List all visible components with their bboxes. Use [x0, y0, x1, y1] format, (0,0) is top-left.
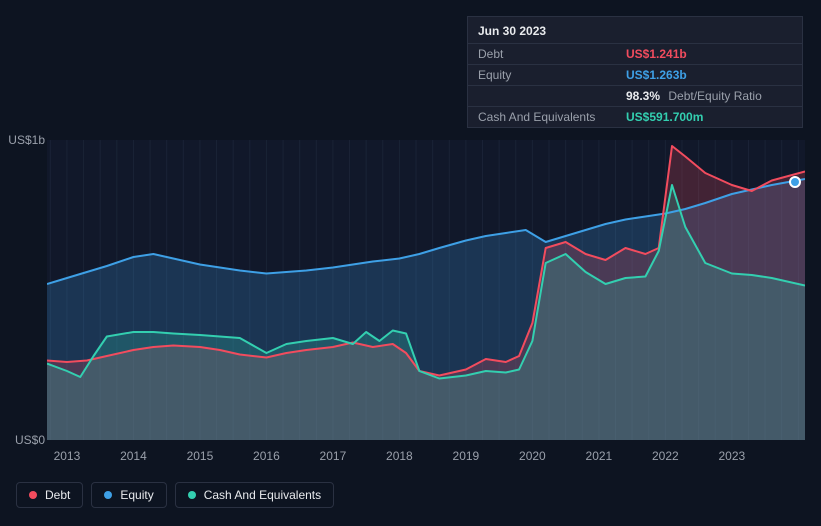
x-axis-label: 2020 [519, 449, 546, 463]
tooltip-row-label: Debt [478, 47, 626, 61]
legend-dot-cash [188, 491, 196, 499]
tooltip-date: Jun 30 2023 [468, 17, 802, 43]
legend-dot-debt [29, 491, 37, 499]
x-axis-label: 2023 [719, 449, 746, 463]
tooltip-row: EquityUS$1.263b [468, 64, 802, 85]
x-axis-label: 2018 [386, 449, 413, 463]
tooltip-row: DebtUS$1.241b [468, 43, 802, 64]
legend: Debt Equity Cash And Equivalents [16, 482, 334, 508]
y-axis-label-top: US$1b [8, 133, 45, 147]
tooltip-row-value: US$591.700m [626, 110, 703, 124]
x-axis-label: 2019 [453, 449, 480, 463]
chart-area: US$1b US$0 20132014201520162017201820192… [0, 125, 821, 485]
legend-item-debt[interactable]: Debt [16, 482, 83, 508]
tooltip-row: Cash And EquivalentsUS$591.700m [468, 106, 802, 127]
tooltip-row-value: 98.3% Debt/Equity Ratio [626, 89, 762, 103]
hover-marker [789, 176, 801, 188]
tooltip-row-suffix: Debt/Equity Ratio [665, 89, 762, 103]
x-axis-label: 2014 [120, 449, 147, 463]
legend-dot-equity [104, 491, 112, 499]
chart-tooltip: Jun 30 2023 DebtUS$1.241bEquityUS$1.263b… [467, 16, 803, 128]
tooltip-row-value: US$1.241b [626, 47, 687, 61]
y-axis-label-bottom: US$0 [15, 433, 45, 447]
tooltip-row-value: US$1.263b [626, 68, 687, 82]
x-axis-label: 2016 [253, 449, 280, 463]
x-axis-label: 2017 [320, 449, 347, 463]
tooltip-row: 98.3% Debt/Equity Ratio [468, 85, 802, 106]
legend-label: Cash And Equivalents [204, 488, 321, 502]
x-axis-label: 2022 [652, 449, 679, 463]
x-axis-label: 2021 [586, 449, 613, 463]
x-axis-label: 2015 [187, 449, 214, 463]
legend-label: Equity [120, 488, 153, 502]
tooltip-row-label [478, 89, 626, 103]
chart-plot[interactable] [47, 140, 805, 440]
legend-item-equity[interactable]: Equity [91, 482, 166, 508]
legend-item-cash[interactable]: Cash And Equivalents [175, 482, 334, 508]
legend-label: Debt [45, 488, 70, 502]
tooltip-row-label: Equity [478, 68, 626, 82]
x-axis-label: 2013 [54, 449, 81, 463]
tooltip-row-label: Cash And Equivalents [478, 110, 626, 124]
x-axis-labels: 2013 2014 2015 2016 2017 2018 2019 2020 2021 2022… [47, 449, 805, 467]
